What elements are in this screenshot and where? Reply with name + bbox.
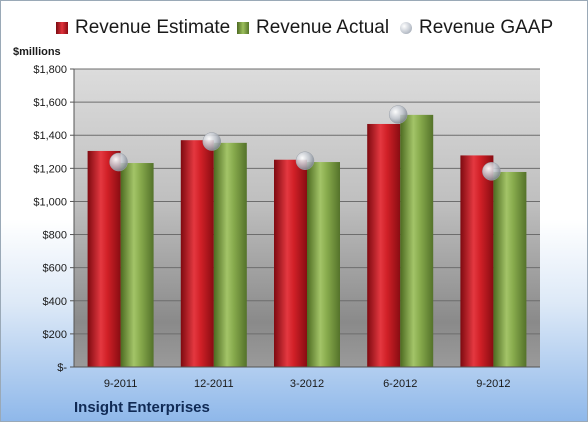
legend-label-estimate: Revenue Estimate [75, 17, 231, 38]
gaap-marker [295, 151, 315, 170]
y-tick-label: $- [57, 362, 67, 374]
bar-actual [493, 171, 527, 367]
y-tick-label: $800 [43, 230, 67, 242]
x-tick-label: 3-2012 [290, 378, 324, 390]
gaap-marker [109, 152, 128, 172]
legend-item-actual: Revenue Actual [237, 15, 389, 41]
y-tick-label: $1,200 [33, 163, 67, 175]
y-tick-label: $200 [43, 329, 67, 341]
bar-estimate [367, 123, 401, 367]
bar-estimate [460, 155, 494, 367]
x-tick-label: 6-2012 [383, 378, 417, 390]
y-tick-label: $1,800 [33, 64, 67, 76]
gaap-markers [109, 105, 501, 181]
y-tick-label: $1,000 [33, 196, 67, 208]
x-axis-ticks: 9-2011 12-2011 3-2012 6-2012 9-2012 [74, 366, 540, 390]
y-tick-label: $600 [43, 263, 67, 275]
y-tick-label: $1,400 [33, 130, 67, 142]
bars [87, 114, 527, 367]
bar-actual [307, 162, 340, 367]
legend-label-gaap: Revenue GAAP [419, 17, 554, 38]
y-tick-label: $1,600 [33, 97, 67, 109]
y-axis-ticks: $- $200 $400 $600 $800 $1,000 $1,200 $1,400 $1,6… [33, 64, 75, 374]
y-tick-label: $400 [43, 296, 67, 308]
x-tick-label: 12-2011 [194, 378, 234, 390]
bar-actual [120, 163, 154, 367]
legend-swatch-actual [237, 22, 249, 34]
gaap-marker [388, 105, 408, 124]
x-tick-label: 9-2011 [104, 378, 137, 390]
bar-estimate [274, 159, 307, 367]
bar-actual [400, 114, 434, 367]
y-axis-unit-label: $millions [13, 46, 61, 58]
legend-marker-gaap [400, 22, 412, 34]
legend-item-gaap: Revenue GAAP [400, 15, 553, 41]
legend-item-estimate: Revenue Estimate [56, 15, 230, 41]
gaap-marker [482, 162, 501, 181]
bar-estimate [87, 150, 121, 367]
x-tick-label: 9-2012 [476, 378, 510, 390]
bar-estimate [180, 140, 214, 367]
gaap-marker [202, 132, 222, 151]
company-name: Insight Enterprises [74, 399, 210, 416]
legend-swatch-estimate [56, 22, 68, 34]
bar-actual [213, 142, 247, 367]
legend-label-actual: Revenue Actual [256, 17, 390, 38]
legend: Revenue Estimate Revenue Actual Revenue … [1, 15, 588, 41]
